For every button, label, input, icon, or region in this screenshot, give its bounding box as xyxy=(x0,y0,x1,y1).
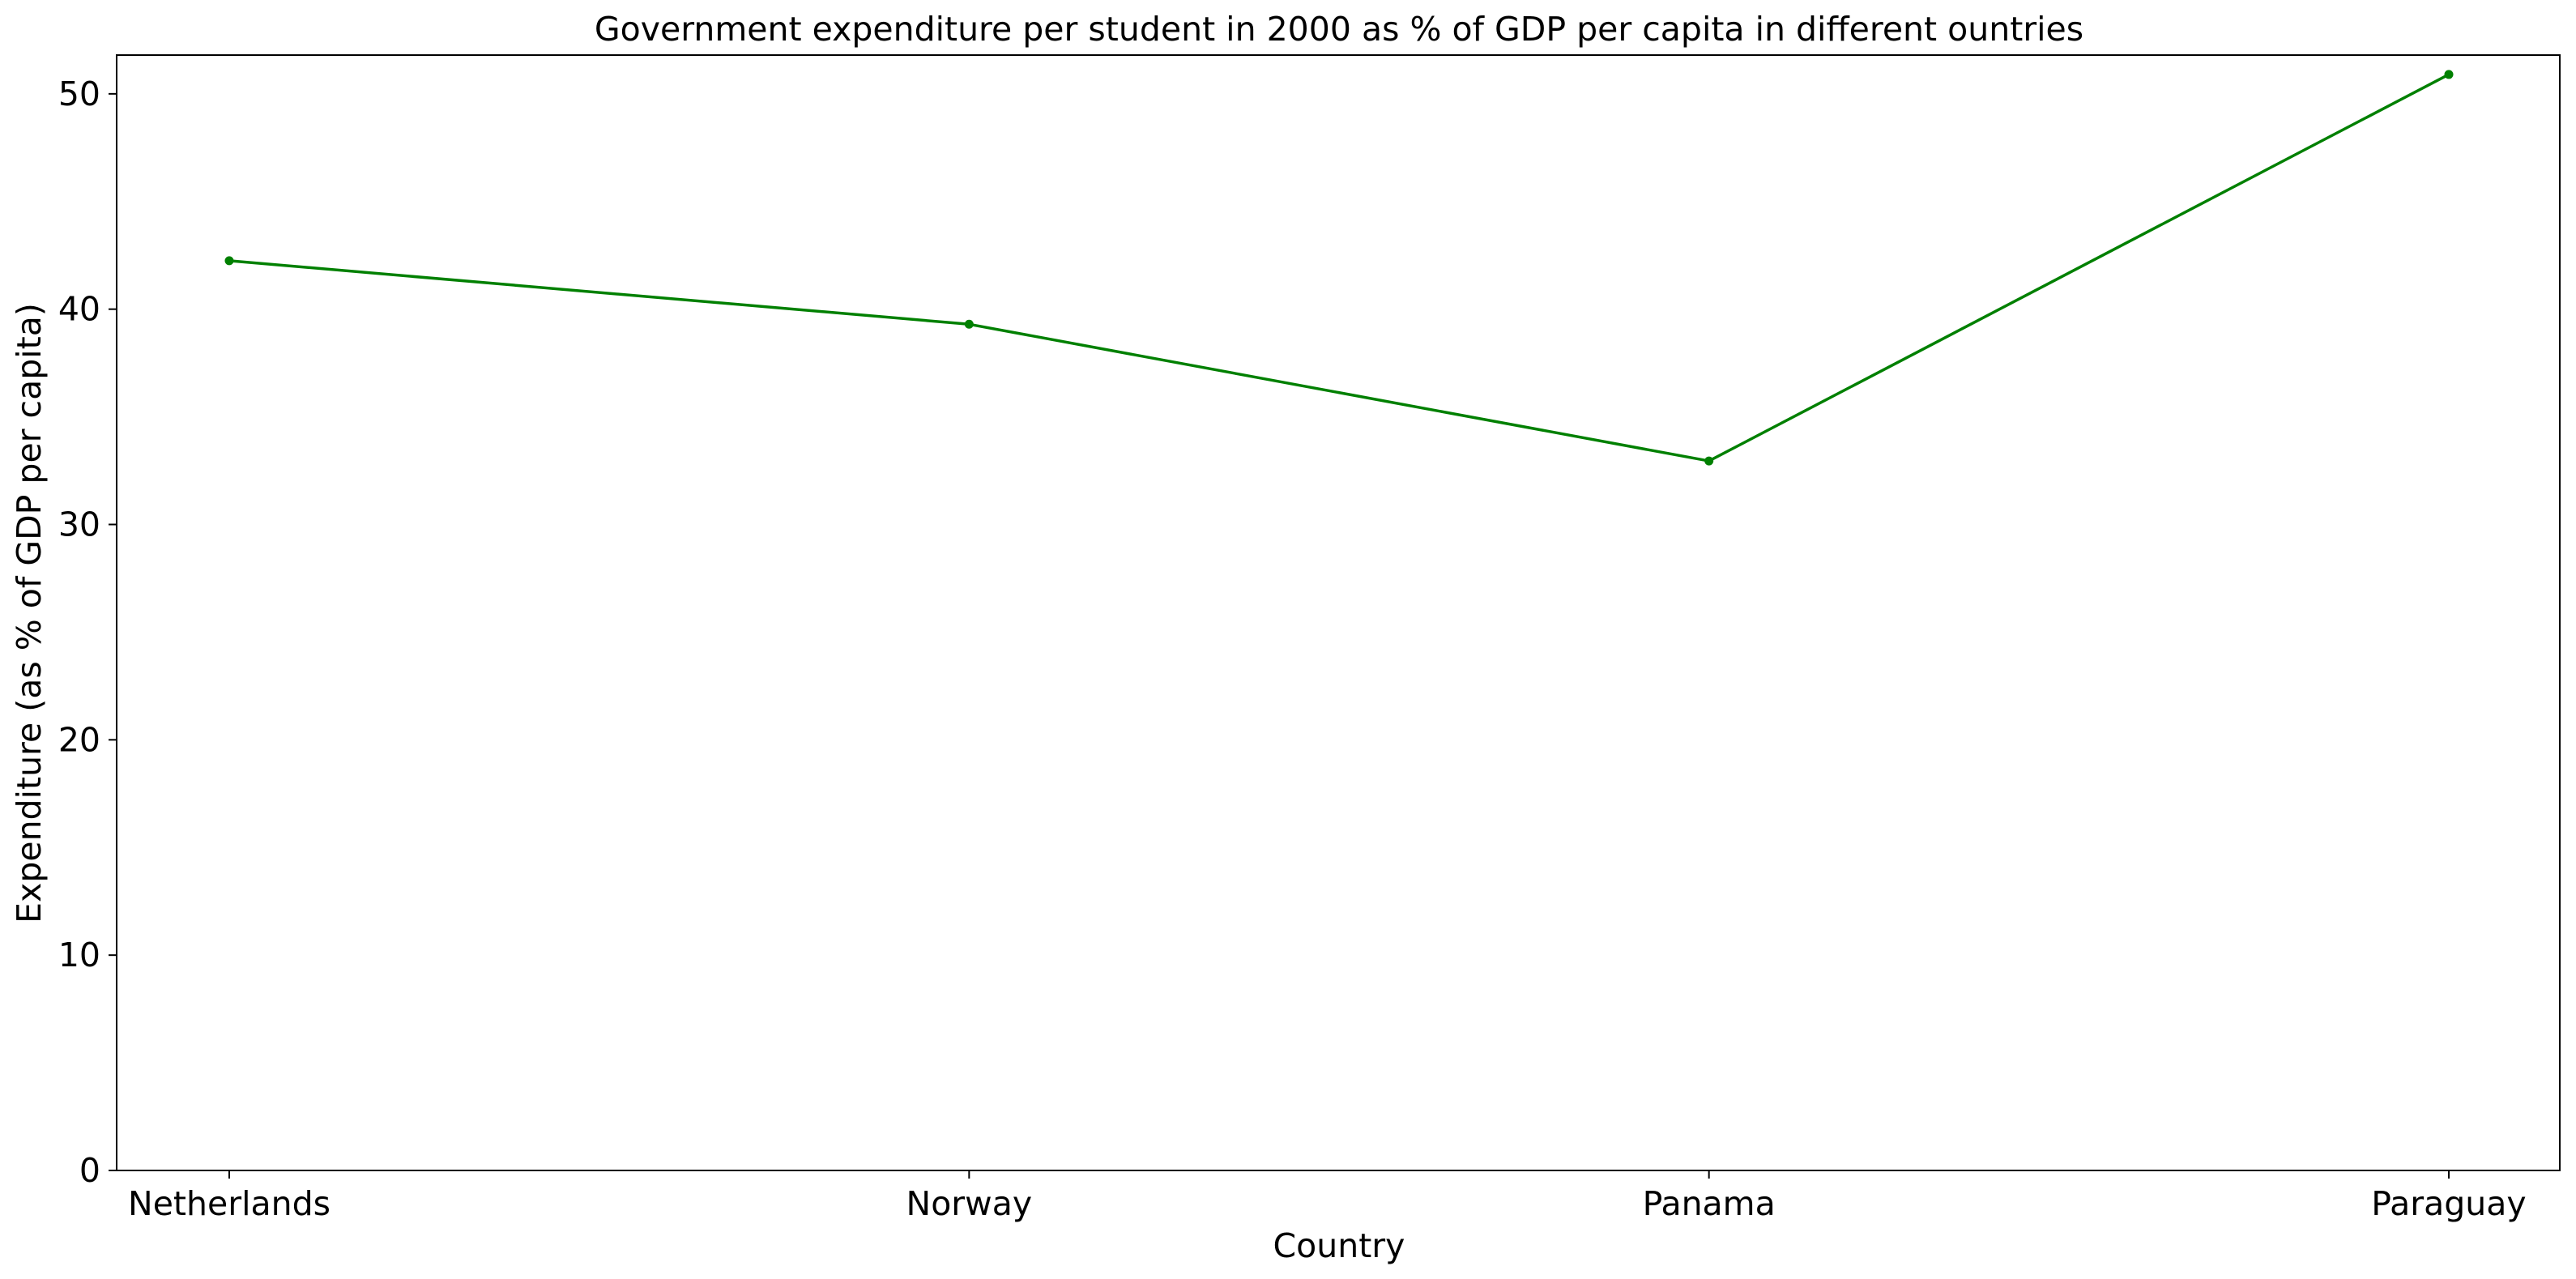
chart-title: Government expenditure per student in 20… xyxy=(595,10,2083,49)
plot-frame xyxy=(116,54,2561,1171)
y-tick-label: 40 xyxy=(58,290,100,329)
x-tick-label: Paraguay xyxy=(2371,1184,2526,1223)
y-tick-label: 50 xyxy=(58,75,100,113)
x-tick-label: Panama xyxy=(1643,1184,1776,1223)
y-tick-label: 30 xyxy=(58,505,100,544)
x-axis-label: Country xyxy=(1273,1226,1405,1265)
data-point xyxy=(224,256,234,266)
x-tick-label: Netherlands xyxy=(128,1184,331,1223)
plot-area: 0 10 20 30 40 50 Netherlands Norway Panama Paragu… xyxy=(58,54,2561,1223)
x-tick-label: Norway xyxy=(906,1184,1033,1223)
y-tick-label: 20 xyxy=(58,720,100,759)
y-axis-label: Expenditure (as % of GDP per capita) xyxy=(10,303,49,923)
data-point xyxy=(1704,456,1714,466)
data-point xyxy=(964,319,974,329)
y-tick-label: 10 xyxy=(58,936,100,974)
data-point xyxy=(2444,70,2454,79)
y-tick-label: 0 xyxy=(79,1151,100,1190)
series-line xyxy=(228,73,2450,463)
